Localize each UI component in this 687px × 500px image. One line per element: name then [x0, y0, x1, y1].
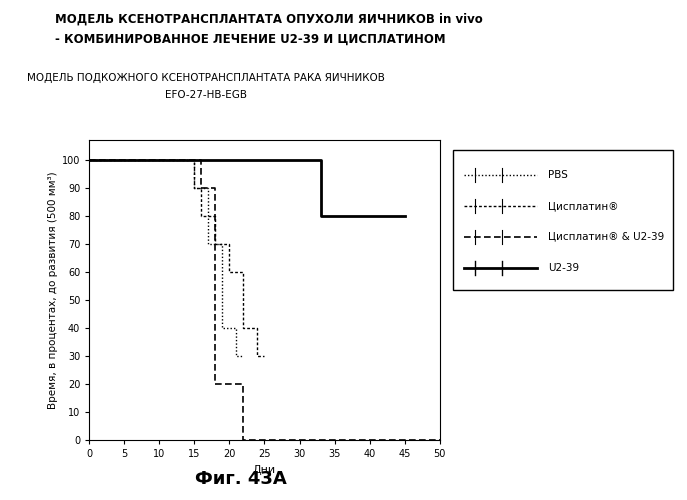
PBS — [204, 184, 212, 190]
Цисплатин® — [212, 240, 220, 246]
Text: Цисплатин®: Цисплатин® — [548, 201, 618, 211]
Text: PBS: PBS — [548, 170, 568, 180]
Цисплатин® — [254, 353, 262, 359]
Цисплатин® & U2-39 — [239, 437, 247, 443]
U2-39 — [401, 212, 409, 218]
PBS — [232, 353, 240, 359]
Y-axis label: Время, в процентах, до развития (500 мм³): Время, в процентах, до развития (500 мм³… — [47, 171, 58, 409]
Text: МОДЕЛЬ КСЕНОТРАНСПЛАНТАТА ОПУХОЛИ ЯИЧНИКОВ in vivo: МОДЕЛЬ КСЕНОТРАНСПЛАНТАТА ОПУХОЛИ ЯИЧНИК… — [55, 12, 483, 26]
Цисплатин® — [254, 325, 262, 331]
U2-39 — [317, 156, 325, 162]
Цисплатин® — [239, 325, 247, 331]
Цисплатин® & U2-39 — [436, 437, 444, 443]
Цисплатин® — [212, 212, 220, 218]
Цисплатин® — [225, 269, 234, 275]
Line: PBS: PBS — [89, 160, 243, 356]
Line: Цисплатин®: Цисплатин® — [89, 160, 264, 356]
PBS — [190, 156, 199, 162]
Line: Цисплатин® & U2-39: Цисплатин® & U2-39 — [89, 160, 440, 440]
Text: МОДЕЛЬ ПОДКОЖНОГО КСЕНОТРАНСПЛАНТАТА РАКА ЯИЧНИКОВ: МОДЕЛЬ ПОДКОЖНОГО КСЕНОТРАНСПЛАНТАТА РАК… — [27, 72, 385, 83]
PBS — [218, 325, 227, 331]
PBS — [190, 184, 199, 190]
Цисплатин® & U2-39 — [239, 381, 247, 387]
Text: U2-39: U2-39 — [548, 262, 579, 272]
Цисплатин® — [239, 269, 247, 275]
Цисплатин® — [197, 212, 205, 218]
Цисплатин® — [260, 353, 269, 359]
PBS — [232, 325, 240, 331]
Цисплатин® — [225, 240, 234, 246]
PBS — [239, 353, 247, 359]
Цисплатин® — [197, 184, 205, 190]
U2-39 — [317, 212, 325, 218]
X-axis label: Дни: Дни — [253, 464, 276, 474]
PBS — [218, 240, 227, 246]
Цисплатин® & U2-39 — [197, 184, 205, 190]
Text: EFO-27-HB-EGB: EFO-27-HB-EGB — [165, 90, 247, 100]
Цисплатин® & U2-39 — [212, 184, 220, 190]
Line: U2-39: U2-39 — [89, 160, 405, 216]
PBS — [204, 240, 212, 246]
Цисплатин® — [190, 156, 199, 162]
Text: - КОМБИНИРОВАННОЕ ЛЕЧЕНИЕ U2-39 И ЦИСПЛАТИНОМ: - КОМБИНИРОВАННОЕ ЛЕЧЕНИЕ U2-39 И ЦИСПЛА… — [55, 32, 446, 46]
Цисплатин® — [190, 184, 199, 190]
Цисплатин® & U2-39 — [85, 156, 93, 162]
PBS — [85, 156, 93, 162]
Цисплатин® & U2-39 — [212, 381, 220, 387]
U2-39 — [85, 156, 93, 162]
Text: Фиг. 43А: Фиг. 43А — [194, 470, 286, 488]
Цисплатин® — [85, 156, 93, 162]
Text: Цисплатин® & U2-39: Цисплатин® & U2-39 — [548, 232, 664, 242]
Цисплатин® & U2-39 — [197, 156, 205, 162]
